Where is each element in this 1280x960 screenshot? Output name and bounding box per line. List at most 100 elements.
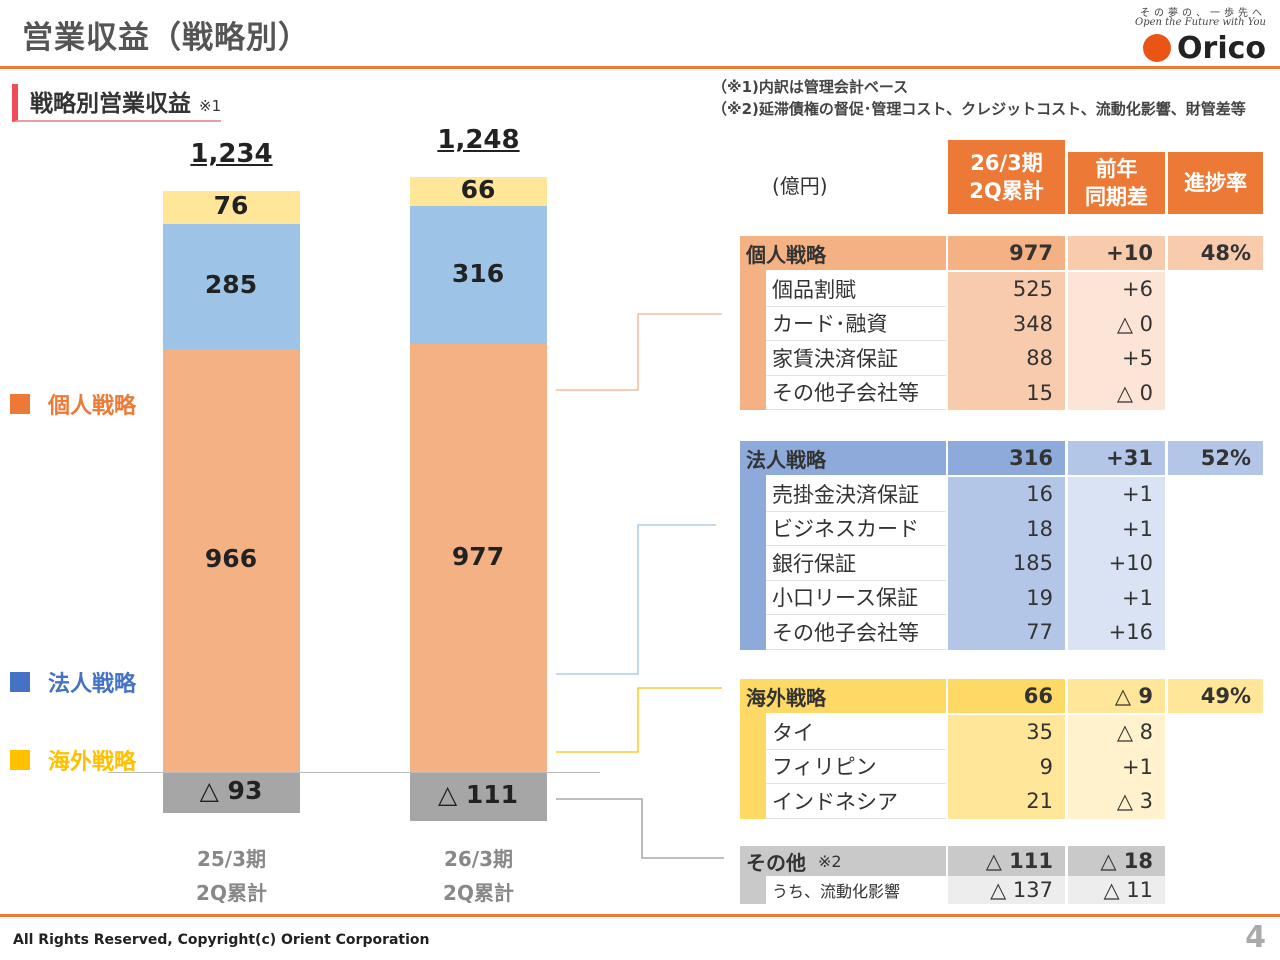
- row-name: 売掛金決済保証: [766, 477, 946, 512]
- bar-value-label: 966: [204, 544, 258, 574]
- row-value: 348: [948, 306, 1065, 341]
- bar-segment: [163, 190, 300, 224]
- connector-corporate: [556, 524, 716, 675]
- row-value: 18: [948, 511, 1065, 546]
- row-value: 525: [948, 272, 1065, 307]
- tagline-jp: その夢の、一歩先へ: [1140, 8, 1266, 19]
- table-header-line: 進捗率: [1184, 171, 1247, 195]
- other-accent-strip: [740, 876, 766, 904]
- connector-other: [556, 798, 724, 859]
- group-diff: +10: [1068, 236, 1165, 270]
- footnotes: （※1)内訳は管理会計ベース （※2)延滞債権の督促･管理コスト、クレジットコス…: [712, 76, 1246, 120]
- connector-personal: [556, 313, 722, 391]
- row-diff: +1: [1068, 511, 1165, 546]
- group-progress: 49%: [1168, 679, 1263, 713]
- bar-segment: [410, 772, 547, 821]
- row-name: その他子会社等: [766, 376, 946, 410]
- group-value: 316: [948, 441, 1065, 475]
- x-axis-label: 26/3期 2Q累計: [399, 842, 559, 910]
- table-header-line: 前年: [1095, 157, 1138, 181]
- page-title: 営業収益（戦略別）: [22, 20, 310, 56]
- bar-value-label: 66: [460, 175, 496, 205]
- bar-segment: [410, 205, 547, 344]
- bar-value-label: △ 111: [437, 780, 519, 810]
- row-value: 16: [948, 477, 1065, 512]
- bar-value-label: 285: [204, 270, 258, 300]
- table-header-cell: 26/3期 2Q累計: [948, 140, 1065, 214]
- row-diff: +10: [1068, 546, 1165, 581]
- chart-baseline: [108, 772, 600, 773]
- bar-value-label: 76: [213, 191, 249, 221]
- row-diff: △ 0: [1068, 375, 1165, 410]
- legend-swatch-corporate: [10, 672, 30, 692]
- row-name: 家賃決済保証: [766, 341, 946, 376]
- row-name: カード･融資: [766, 307, 946, 341]
- group-value: 977: [948, 236, 1065, 270]
- section-heading: 戦略別営業収益 ※1: [12, 84, 222, 122]
- table-header-line: 26/3期: [970, 151, 1043, 175]
- row-diff: +1: [1068, 477, 1165, 512]
- section-heading-text: 戦略別営業収益: [30, 91, 191, 117]
- row-name: タイ: [766, 715, 946, 750]
- orico-logo: Orico: [1143, 30, 1266, 66]
- row-value: 21: [948, 784, 1065, 819]
- connector-overseas: [556, 687, 722, 753]
- row-name: 銀行保証: [766, 546, 946, 581]
- row-name: 小口リース保証: [766, 581, 946, 615]
- bar-total-label: 1,234: [190, 138, 273, 169]
- row-name: ビジネスカード: [766, 512, 946, 546]
- row-diff: +5: [1068, 341, 1165, 376]
- row-name: 個品割賦: [766, 272, 946, 307]
- row-diff: +16: [1068, 615, 1165, 650]
- x-axis-label-line: 26/3期: [443, 847, 514, 871]
- x-axis-label: 25/3期 2Q累計: [152, 842, 312, 910]
- group-accent-strip: [740, 475, 766, 650]
- row-diff: +1: [1068, 749, 1165, 784]
- group-name: 個人戦略: [740, 236, 946, 270]
- group-accent-strip: [740, 270, 766, 410]
- row-diff: +6: [1068, 272, 1165, 307]
- legend-swatch-personal: [10, 394, 30, 414]
- row-value: 19: [948, 580, 1065, 615]
- row-value: 185: [948, 546, 1065, 581]
- legend-label-overseas: 海外戦略: [48, 750, 137, 775]
- other-name-text: その他: [746, 850, 806, 875]
- row-diff: +1: [1068, 580, 1165, 615]
- bar-segment: [410, 343, 547, 772]
- bar-segment: [163, 223, 300, 349]
- group-accent-strip: [740, 713, 766, 819]
- bar-total-label: 1,248: [437, 124, 520, 155]
- tagline-en: Open the Future with You: [1135, 17, 1266, 28]
- bar-segment: [163, 348, 300, 772]
- other-sub-name: うち、流動化影響: [772, 882, 901, 901]
- row-diff: △ 0: [1068, 306, 1165, 341]
- x-axis-label-line: 2Q累計: [443, 881, 514, 905]
- other-diff: △ 18: [1068, 846, 1165, 876]
- table-header-cell: 前年 同期差: [1068, 152, 1165, 214]
- group-diff: +31: [1068, 441, 1165, 475]
- other-sub-value: △ 137: [948, 876, 1065, 904]
- table-unit: (億円): [772, 174, 828, 198]
- row-value: 77: [948, 615, 1065, 650]
- row-diff: △ 8: [1068, 715, 1165, 750]
- other-sub-diff: △ 11: [1068, 876, 1165, 904]
- copyright: All Rights Reserved, Copyright(c) Orient…: [13, 932, 430, 948]
- legend-personal: 個人戦略: [10, 388, 136, 420]
- footnote-1: （※1)内訳は管理会計ベース: [712, 78, 909, 96]
- x-axis-label-line: 25/3期: [196, 847, 267, 871]
- legend-swatch-overseas: [10, 750, 30, 770]
- legend-overseas: 海外戦略: [10, 744, 136, 776]
- row-name: インドネシア: [766, 784, 946, 819]
- group-name: 海外戦略: [740, 679, 946, 713]
- group-progress: 48%: [1168, 236, 1263, 270]
- row-name: フィリピン: [766, 750, 946, 784]
- logo-text: Orico: [1177, 30, 1266, 66]
- group-diff: △ 9: [1068, 679, 1165, 713]
- other-name: その他 ※2: [740, 846, 946, 876]
- group-name: 法人戦略: [740, 441, 946, 475]
- x-axis-label-line: 2Q累計: [196, 881, 267, 905]
- page-number: 4: [1245, 920, 1266, 955]
